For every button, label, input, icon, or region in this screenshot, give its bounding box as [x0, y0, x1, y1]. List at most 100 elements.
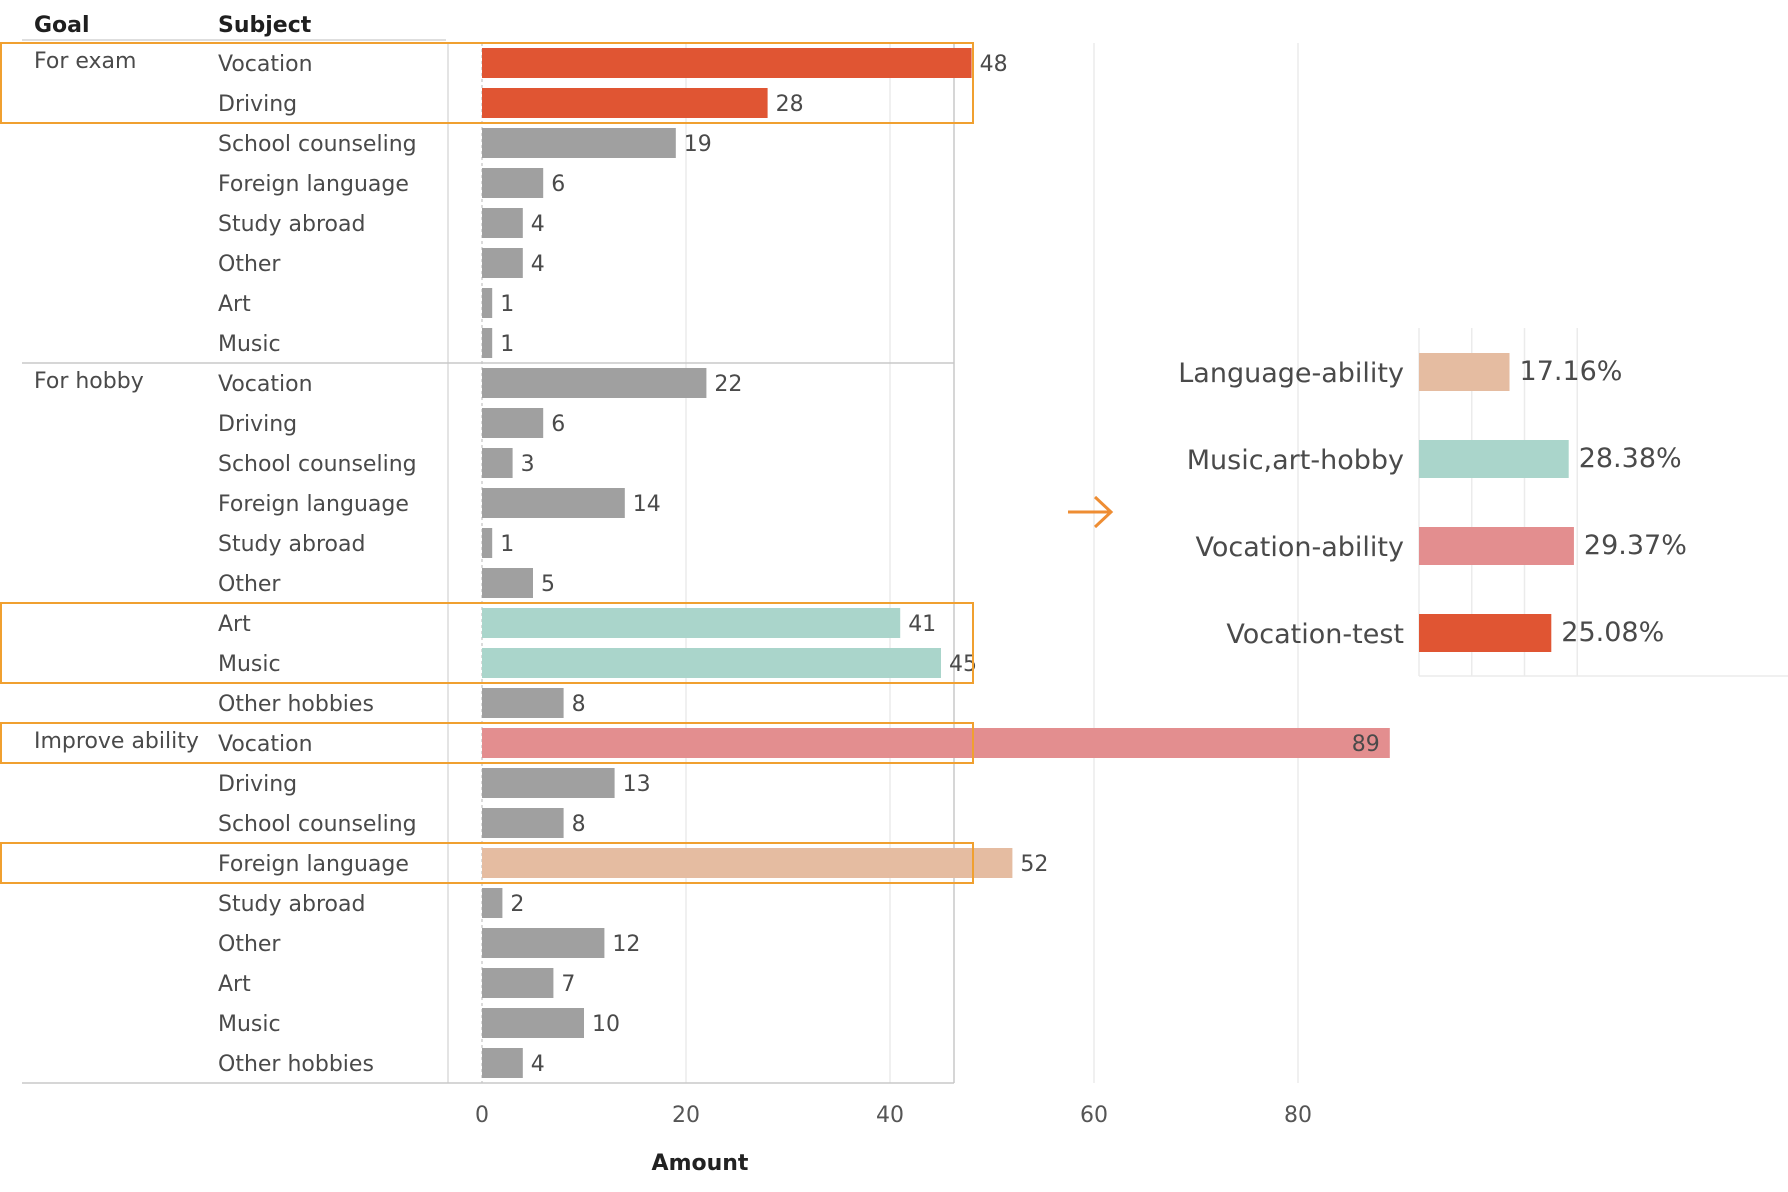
data-label: 2 — [510, 892, 524, 917]
data-label: 29.37% — [1584, 530, 1687, 561]
bar — [482, 808, 564, 838]
data-label: 22 — [714, 372, 742, 397]
highlight-box — [0, 602, 974, 684]
data-label: 7 — [561, 972, 575, 997]
highlight-box — [0, 42, 974, 124]
subject-label: Music — [218, 652, 281, 677]
bar — [482, 968, 554, 998]
bar — [482, 248, 523, 278]
subject-label: Music — [218, 332, 281, 357]
data-label: 25.08% — [1561, 617, 1664, 648]
data-label: 19 — [684, 132, 712, 157]
subject-label: Study abroad — [218, 212, 365, 237]
data-label: 89 — [1352, 732, 1380, 757]
subject-label: Study abroad — [218, 892, 365, 917]
bar — [482, 88, 768, 118]
bar — [482, 368, 707, 398]
data-label: 1 — [500, 292, 514, 317]
bar — [482, 128, 676, 158]
bar — [482, 1008, 584, 1038]
bar — [482, 48, 972, 78]
x-tick-label: 0 — [475, 1103, 489, 1128]
data-label: 3 — [521, 452, 535, 477]
subject-label: Driving — [218, 412, 297, 437]
subject-label: Vocation — [218, 372, 313, 397]
data-label: 12 — [612, 932, 640, 957]
category-label: Music,art-hobby — [1187, 445, 1404, 476]
subject-label: Foreign language — [218, 172, 409, 197]
category-percentage-chart: Language-ability 17.16% Music,art-hobby 28.… — [1178, 328, 1788, 677]
data-label: 6 — [551, 172, 565, 197]
data-label: 13 — [623, 772, 651, 797]
bar — [482, 328, 493, 358]
subject-label: Driving — [218, 92, 297, 117]
x-tick-label: 60 — [1080, 1103, 1108, 1128]
bar — [482, 488, 625, 518]
x-tick-label: 80 — [1284, 1103, 1312, 1128]
bar — [482, 928, 605, 958]
x-axis-title: Amount — [652, 1151, 749, 1176]
bar — [482, 768, 615, 798]
data-label: 4 — [531, 212, 545, 237]
bar — [1419, 614, 1552, 652]
data-label: 8 — [572, 692, 586, 717]
category-label: Language-ability — [1178, 358, 1404, 389]
bar — [482, 688, 564, 718]
subject-label: Art — [218, 972, 251, 997]
bar — [482, 288, 493, 318]
category-label: Vocation-test — [1226, 619, 1404, 650]
goal-label: For hobby — [34, 369, 144, 394]
subject-label: Foreign language — [218, 852, 409, 877]
goal-header: Goal — [34, 13, 90, 38]
bar — [482, 848, 1013, 878]
subject-amount-chart: Goal Subject For exam For hobby Improve abil… — [0, 13, 1390, 1176]
bar — [1419, 353, 1510, 391]
bar — [482, 408, 544, 438]
bar — [482, 608, 901, 638]
subject-label: Music — [218, 1012, 281, 1037]
subject-label: Other — [218, 252, 281, 277]
highlight-box — [0, 722, 974, 764]
subject-label: School counseling — [218, 452, 417, 477]
bar — [482, 728, 1390, 758]
subject-label: School counseling — [218, 132, 417, 157]
goal-label: For exam — [34, 49, 136, 74]
highlight-box — [0, 842, 974, 884]
data-label: 4 — [531, 252, 545, 277]
bar — [482, 568, 533, 598]
data-label: 4 — [531, 1052, 545, 1077]
data-label: 6 — [551, 412, 565, 437]
bar — [1419, 440, 1569, 478]
x-tick-label: 20 — [672, 1103, 700, 1128]
subject-label: Art — [218, 612, 251, 637]
subject-label: Other hobbies — [218, 1052, 374, 1077]
bar — [482, 1048, 523, 1078]
bar — [482, 888, 503, 918]
data-label: 17.16% — [1520, 356, 1623, 387]
bar — [482, 168, 544, 198]
data-label: 1 — [500, 332, 514, 357]
subject-header: Subject — [218, 13, 312, 38]
subject-label: Other — [218, 932, 281, 957]
right-arrow-icon — [1068, 495, 1114, 529]
data-label: 28.38% — [1579, 443, 1682, 474]
subject-label: School counseling — [218, 812, 417, 837]
subject-label: Study abroad — [218, 532, 365, 557]
data-label: 10 — [592, 1012, 620, 1037]
bar — [1419, 527, 1574, 565]
subject-label: Other — [218, 572, 281, 597]
data-label: 48 — [980, 52, 1008, 77]
subject-label: Art — [218, 292, 251, 317]
bar — [482, 528, 493, 558]
data-label: 1 — [500, 532, 514, 557]
category-label: Vocation-ability — [1196, 532, 1405, 563]
data-label: 52 — [1020, 852, 1048, 877]
data-label: 5 — [541, 572, 555, 597]
subject-label: Vocation — [218, 52, 313, 77]
x-tick-label: 40 — [876, 1103, 904, 1128]
bar — [482, 208, 523, 238]
bar — [482, 448, 513, 478]
data-label: 14 — [633, 492, 661, 517]
data-label: 41 — [908, 612, 936, 637]
